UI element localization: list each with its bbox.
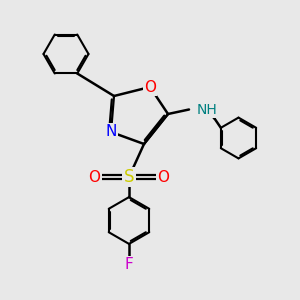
Text: S: S bbox=[124, 168, 134, 186]
Text: N: N bbox=[105, 124, 117, 140]
Text: F: F bbox=[124, 257, 134, 272]
Text: O: O bbox=[158, 169, 169, 184]
Text: O: O bbox=[144, 80, 156, 94]
Text: O: O bbox=[88, 169, 101, 184]
Text: NH: NH bbox=[196, 103, 217, 116]
